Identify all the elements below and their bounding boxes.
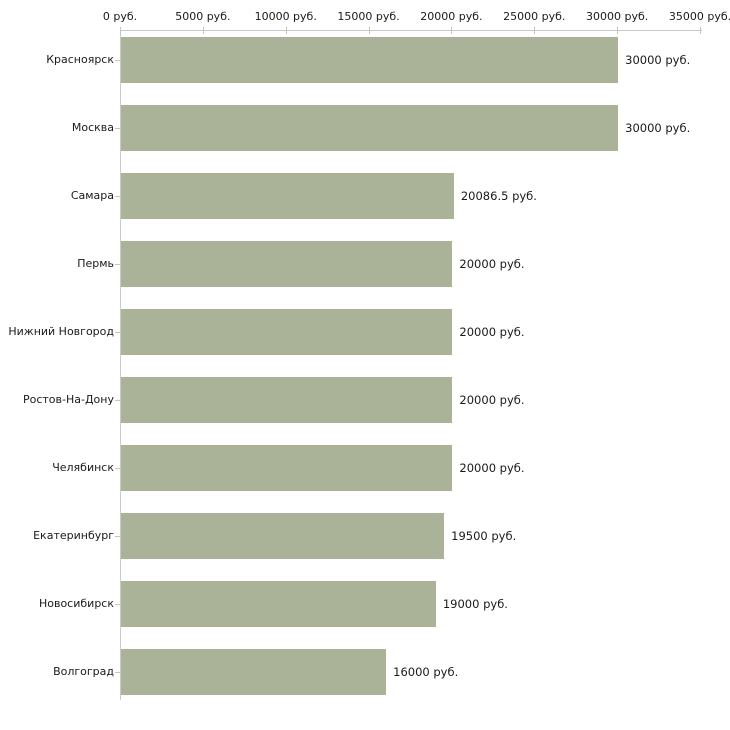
bar xyxy=(121,377,453,423)
value-label: 20086.5 руб. xyxy=(460,189,537,203)
value-label: 19000 руб. xyxy=(442,597,508,611)
y-axis-line xyxy=(120,30,121,700)
x-tick-mark xyxy=(617,27,619,34)
y-tick-mark xyxy=(115,604,120,605)
y-tick-mark xyxy=(115,332,120,333)
category-label: Челябинск xyxy=(52,461,114,474)
x-tick-label: 35000 руб. xyxy=(668,10,730,24)
bar xyxy=(121,309,453,355)
bar xyxy=(121,105,619,151)
value-label: 19500 руб. xyxy=(451,529,517,543)
y-tick-mark xyxy=(115,672,120,673)
y-tick-mark xyxy=(115,468,120,469)
x-tick-label: 30000 руб. xyxy=(586,10,649,24)
value-label: 16000 руб. xyxy=(393,665,459,679)
y-tick-mark xyxy=(115,128,120,129)
category-label: Самара xyxy=(70,189,114,202)
category-label: Волгоград xyxy=(53,665,114,678)
x-tick-label: 15000 руб. xyxy=(337,10,400,24)
category-label: Екатеринбург xyxy=(33,529,114,542)
bar xyxy=(121,513,445,559)
bar xyxy=(121,445,453,491)
value-label: 30000 руб. xyxy=(625,53,691,67)
y-tick-mark xyxy=(115,400,120,401)
bar xyxy=(121,173,454,219)
x-tick-mark xyxy=(368,27,370,34)
x-tick-mark xyxy=(285,27,287,34)
category-label: Пермь xyxy=(77,257,114,270)
x-tick-mark xyxy=(534,27,536,34)
x-tick-mark xyxy=(451,27,453,34)
x-tick-label: 20000 руб. xyxy=(420,10,483,24)
x-tick-label: 5000 руб. xyxy=(175,10,231,24)
category-label: Ростов-На-Дону xyxy=(22,393,114,406)
y-tick-mark xyxy=(115,536,120,537)
y-tick-mark xyxy=(115,264,120,265)
x-tick-label: 0 руб. xyxy=(102,10,138,24)
value-label: 30000 руб. xyxy=(625,121,691,135)
category-label: Москва xyxy=(71,121,114,134)
category-label: Красноярск xyxy=(46,53,114,66)
bar xyxy=(121,649,387,695)
bar xyxy=(121,37,619,83)
x-tick-mark xyxy=(120,27,121,34)
x-tick-label: 25000 руб. xyxy=(503,10,566,24)
category-label: Новосибирск xyxy=(38,597,114,610)
category-label: Нижний Новгород xyxy=(8,325,114,338)
x-tick-mark xyxy=(202,27,204,34)
y-tick-mark xyxy=(115,196,120,197)
value-label: 20000 руб. xyxy=(459,393,525,407)
bar xyxy=(121,241,453,287)
bar xyxy=(121,581,436,627)
y-tick-mark xyxy=(115,60,120,61)
x-axis-line xyxy=(120,30,702,31)
x-tick-mark xyxy=(700,27,701,34)
value-label: 20000 руб. xyxy=(459,461,525,475)
x-tick-label: 10000 руб. xyxy=(254,10,317,24)
value-label: 20000 руб. xyxy=(459,325,525,339)
value-label: 20000 руб. xyxy=(459,257,525,271)
